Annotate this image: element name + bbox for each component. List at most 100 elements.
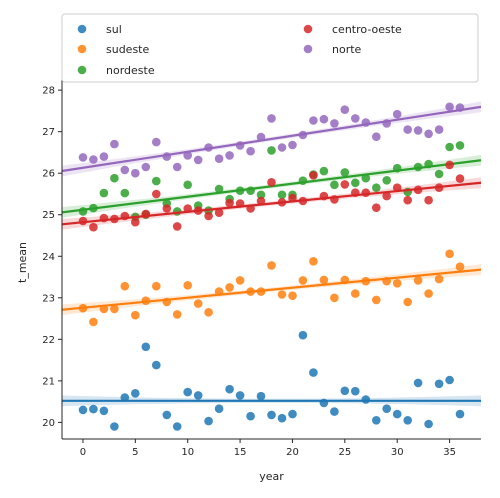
y-tick-label: 20 [42, 418, 55, 429]
point-norte [246, 146, 255, 156]
point-sul [445, 375, 454, 385]
x-tick-label: 35 [443, 447, 456, 458]
fit-line-centro-oeste [61, 181, 482, 226]
point-sudeste [403, 297, 413, 307]
point-sudeste [89, 317, 98, 327]
point-sul [78, 405, 88, 415]
point-nordeste [267, 146, 276, 155]
point-sul [361, 395, 371, 404]
point-sudeste [298, 276, 308, 285]
point-centro-oeste [225, 198, 234, 208]
point-sudeste [110, 304, 119, 314]
point-norte [288, 140, 297, 150]
legend-box [61, 13, 479, 83]
legend-marker-nordeste [77, 65, 87, 75]
point-sudeste [445, 249, 454, 259]
y-tick-label: 24 [42, 252, 55, 263]
point-sul [246, 411, 255, 421]
point-sul [152, 360, 161, 370]
point-sudeste [309, 257, 318, 266]
point-sul [267, 410, 276, 420]
point-sudeste [225, 283, 234, 292]
point-centro-oeste [340, 180, 350, 189]
x-tick-label: 10 [181, 447, 194, 458]
point-sudeste [392, 279, 402, 288]
point-sul [89, 404, 98, 414]
point-norte [445, 102, 454, 112]
point-sul [110, 422, 119, 431]
point-norte [340, 105, 350, 114]
point-norte [131, 168, 140, 178]
point-centro-oeste [152, 189, 161, 199]
point-norte [330, 119, 339, 128]
y-tick-label: 25 [42, 210, 55, 221]
point-sul [403, 416, 413, 425]
point-nordeste [99, 188, 109, 198]
point-sul [225, 384, 234, 394]
point-nordeste [434, 169, 444, 179]
point-sudeste [131, 310, 140, 320]
point-sul [434, 379, 444, 389]
point-centro-oeste [445, 160, 454, 170]
point-sudeste [172, 310, 182, 319]
point-nordeste [361, 173, 371, 183]
y-tick-label: 26 [42, 169, 55, 180]
point-norte [99, 152, 109, 161]
point-norte [372, 132, 381, 141]
point-norte [110, 139, 119, 149]
point-norte [351, 114, 360, 123]
point-centro-oeste [403, 195, 413, 205]
point-norte [120, 165, 130, 175]
point-sul [256, 391, 266, 401]
y-axis-label: t_mean [16, 242, 29, 283]
point-norte [277, 143, 287, 152]
x-tick-label: 0 [80, 447, 86, 458]
point-sul [340, 386, 350, 396]
point-sul [288, 409, 297, 419]
point-centro-oeste [162, 204, 172, 213]
x-tick-label: 20 [286, 447, 299, 458]
point-sudeste [193, 299, 203, 308]
y-tick-label: 21 [42, 376, 55, 387]
point-sudeste [434, 274, 444, 284]
point-sudeste [235, 276, 245, 285]
point-norte [392, 109, 402, 119]
point-sul [183, 387, 192, 397]
point-norte [319, 114, 329, 124]
legend-marker-norte [303, 44, 313, 54]
point-centro-oeste [204, 211, 213, 221]
point-norte [214, 154, 224, 163]
point-sudeste [351, 289, 360, 298]
y-tick-label: 23 [42, 293, 55, 304]
point-nordeste [351, 178, 360, 188]
point-sul [172, 422, 182, 431]
x-tick-label: 30 [391, 447, 404, 458]
point-nordeste [110, 173, 119, 183]
point-centro-oeste [131, 217, 140, 227]
fit-line-sudeste [61, 268, 482, 311]
point-sul [309, 368, 318, 377]
point-norte [183, 151, 192, 160]
point-nordeste [152, 176, 161, 186]
point-norte [141, 162, 151, 172]
point-sul [141, 342, 151, 352]
y-tick-label: 22 [42, 335, 55, 346]
point-norte [78, 153, 88, 162]
legend-marker-sudeste [77, 44, 87, 54]
point-norte [225, 151, 234, 160]
point-sul [120, 393, 130, 402]
point-centro-oeste [214, 208, 224, 217]
point-nordeste [445, 142, 454, 152]
point-sul [162, 410, 172, 420]
y-tick-label: 28 [42, 86, 55, 97]
point-centro-oeste [382, 191, 392, 201]
point-sudeste [120, 281, 130, 291]
x-tick-label: 5 [132, 447, 138, 458]
point-sudeste [455, 262, 465, 272]
x-tick-label: 15 [234, 447, 247, 458]
point-nordeste [214, 184, 224, 194]
point-sul [455, 409, 465, 419]
point-nordeste [256, 190, 266, 200]
point-sul [330, 407, 339, 416]
